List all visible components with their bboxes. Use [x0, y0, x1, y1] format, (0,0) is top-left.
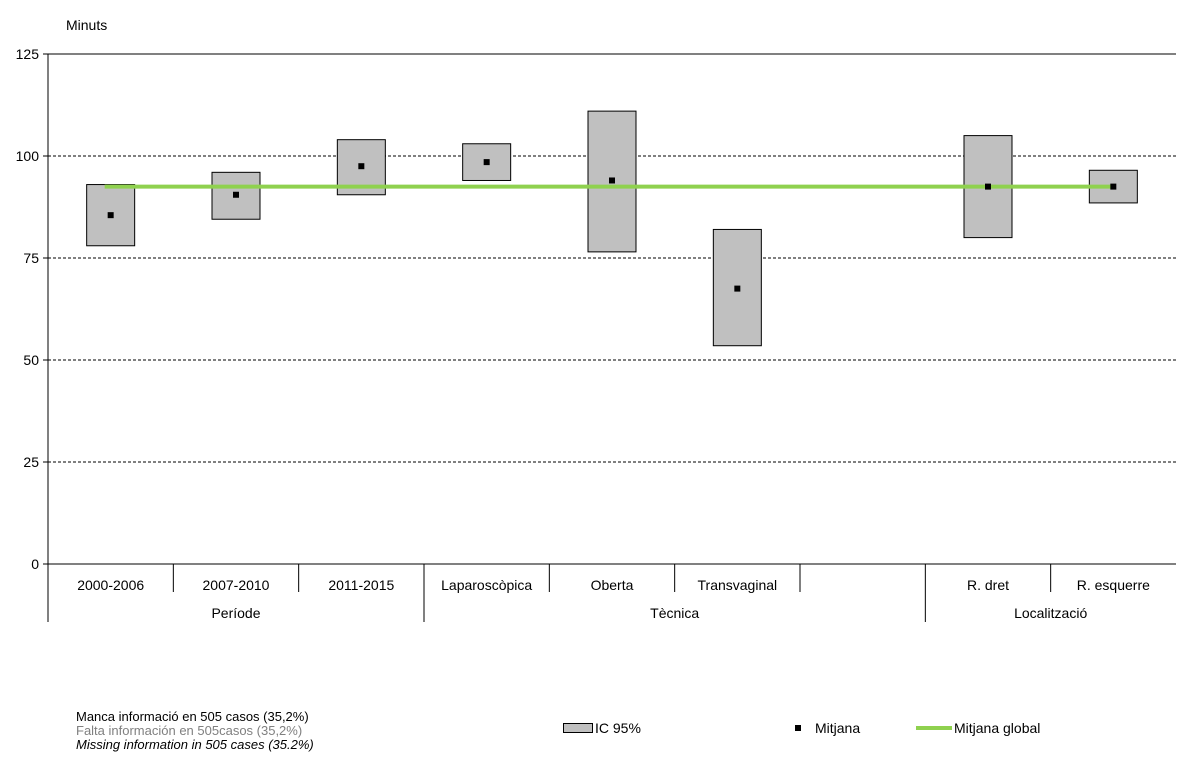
mean-marker-4 [609, 177, 615, 184]
mean-marker-5 [734, 285, 741, 292]
group-label-0: Període [211, 605, 260, 621]
note-spanish: Falta información en 505casos (35,2%) [76, 723, 303, 738]
y-axis-title: Minuts [66, 17, 107, 33]
legend-ci-label: IC 95% [595, 720, 641, 736]
mean-marker-1 [233, 191, 239, 198]
mean-marker-8 [1110, 183, 1117, 190]
legend-mean-swatch [795, 725, 801, 731]
y-tick-label-75: 75 [23, 250, 39, 266]
mean-marker-0 [107, 212, 114, 219]
legend-ci-swatch [563, 723, 593, 733]
category-label-1: 2007-2010 [203, 577, 270, 593]
category-label-0: 2000-2006 [77, 577, 144, 593]
ci-boxes [86, 110, 1138, 347]
y-tick-label-25: 25 [23, 454, 39, 470]
legend-mean: Mitjana [795, 720, 860, 736]
y-tick-label-50: 50 [23, 352, 39, 368]
y-tick-label-125: 125 [16, 46, 40, 62]
category-label-8: R. esquerre [1077, 577, 1150, 593]
category-label-5: Transvaginal [698, 577, 778, 593]
legend-global: Mitjana global [916, 720, 1040, 736]
group-label-2: Localització [1014, 605, 1087, 621]
mean-markers [107, 159, 1117, 292]
y-axis: 0 25 50 75 100 125 [16, 46, 49, 622]
note-catalan: Manca informació en 505 casos (35,2%) [76, 709, 309, 724]
note-english: Missing information in 505 cases (35.2%) [76, 737, 314, 752]
category-label-2: 2011-2015 [328, 577, 394, 593]
y-tick-label-100: 100 [16, 148, 40, 164]
legend-global-swatch [916, 726, 952, 730]
category-label-7: R. dret [967, 577, 1009, 593]
x-axis: 2000-2006 2007-2010 2011-2015 Laparoscòpica… [48, 563, 1176, 622]
mean-marker-7 [985, 183, 991, 190]
category-label-3: Laparoscòpica [441, 577, 532, 593]
legend-global-label: Mitjana global [954, 720, 1041, 736]
legend-ci: IC 95% [563, 720, 641, 736]
legend-mean-label: Mitjana [815, 720, 861, 736]
y-tick-label-0: 0 [31, 556, 39, 572]
mean-marker-2 [358, 163, 365, 170]
group-label-1: Tècnica [650, 605, 699, 621]
category-label-4: Oberta [591, 577, 634, 593]
mean-marker-3 [483, 159, 490, 166]
